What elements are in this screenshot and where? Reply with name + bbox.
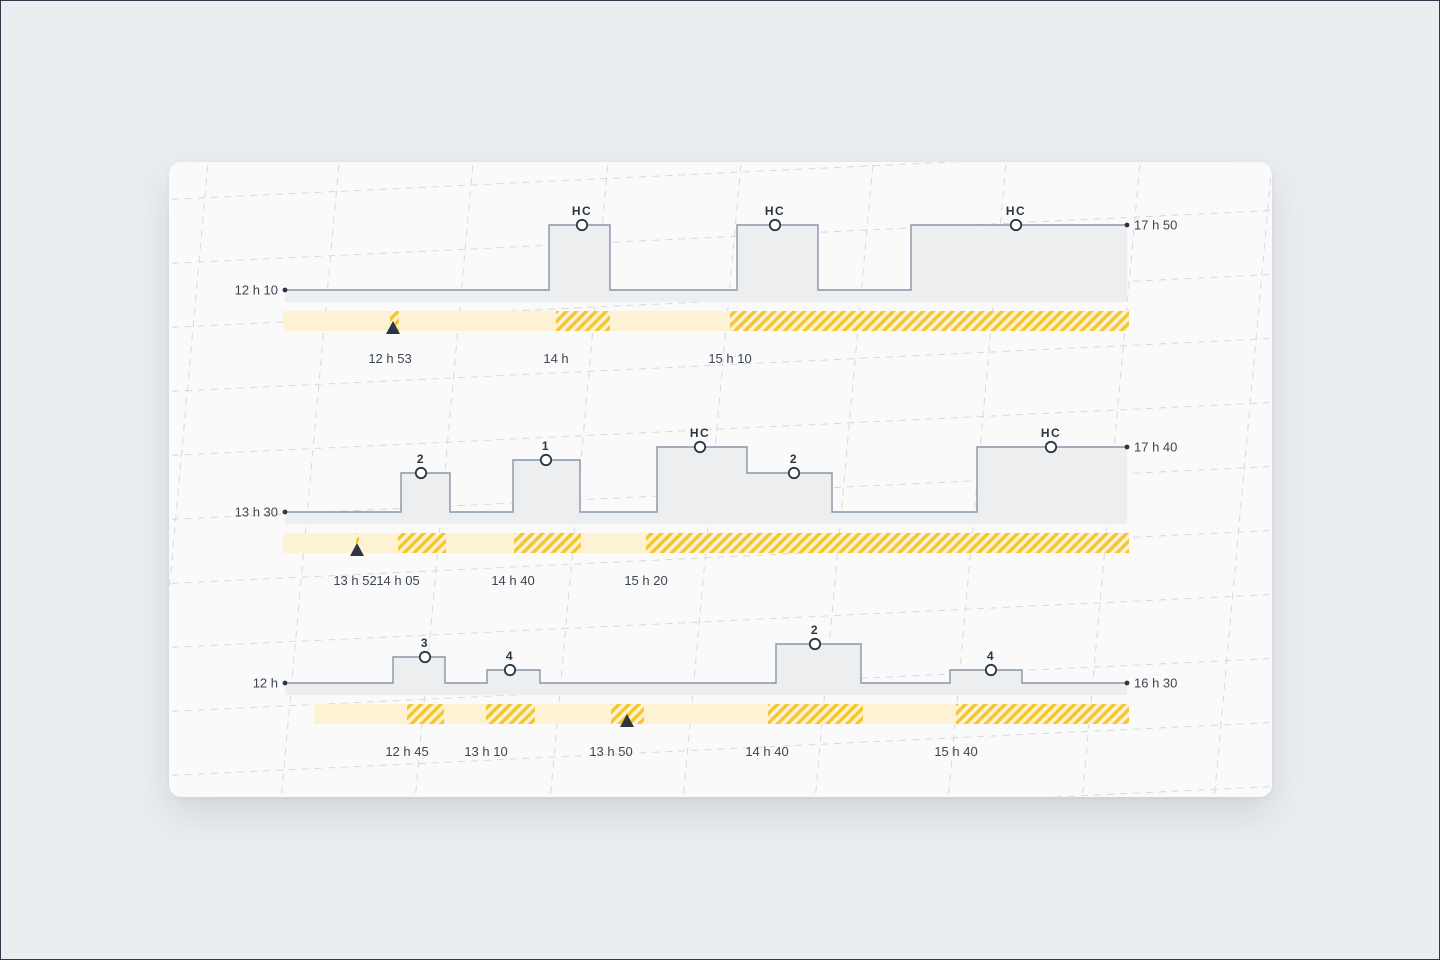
block-marker[interactable] bbox=[808, 637, 822, 651]
occupancy-step-line bbox=[285, 446, 1127, 513]
busy-segment[interactable] bbox=[390, 311, 399, 331]
busy-segment[interactable] bbox=[398, 533, 446, 553]
time-tick-label: 15 h 10 bbox=[708, 351, 751, 366]
time-tick-label: 14 h bbox=[543, 351, 568, 366]
grid-line-horizontal bbox=[1044, 786, 1272, 797]
busy-segment[interactable] bbox=[556, 311, 610, 331]
block-marker[interactable] bbox=[539, 453, 553, 467]
block-tag: 3 bbox=[421, 636, 429, 650]
block-tag: 2 bbox=[811, 623, 819, 637]
start-dot bbox=[282, 680, 288, 686]
block-marker[interactable] bbox=[414, 466, 428, 480]
end-dot bbox=[1124, 680, 1130, 686]
grid-line-horizontal bbox=[169, 722, 1272, 777]
block-marker[interactable] bbox=[1009, 218, 1023, 232]
occupancy-area bbox=[285, 225, 1127, 302]
timeline-card: 12 h 10 17 h 50 HC HC HC 12 h 53 14 h 15 h 10 13… bbox=[169, 162, 1272, 797]
start-dot bbox=[282, 509, 288, 515]
block-marker[interactable] bbox=[787, 466, 801, 480]
block-tag: 2 bbox=[790, 452, 798, 466]
grid-line-vertical bbox=[814, 162, 874, 797]
end-dot bbox=[1124, 444, 1130, 450]
grid-line-horizontal bbox=[169, 210, 1272, 265]
end-time-label: 17 h 50 bbox=[1134, 218, 1177, 233]
block-marker[interactable] bbox=[1044, 440, 1058, 454]
busy-segment[interactable] bbox=[768, 704, 863, 724]
time-tick-label: 15 h 40 bbox=[934, 744, 977, 759]
busy-segment[interactable] bbox=[486, 704, 535, 724]
block-marker[interactable] bbox=[575, 218, 589, 232]
block-tag: HC bbox=[690, 426, 710, 440]
grid-line-vertical bbox=[1213, 162, 1272, 797]
time-tick-label: 13 h 50 bbox=[589, 744, 632, 759]
busy-segment[interactable] bbox=[730, 311, 1129, 331]
busy-segment[interactable] bbox=[611, 704, 644, 724]
grid-line-horizontal bbox=[169, 338, 1272, 393]
block-marker[interactable] bbox=[693, 440, 707, 454]
start-dot bbox=[282, 287, 288, 293]
block-tag: HC bbox=[572, 204, 592, 218]
current-time-triangle-icon bbox=[620, 714, 634, 727]
start-time-label: 12 h bbox=[253, 676, 278, 691]
time-tick-label: 13 h 10 bbox=[464, 744, 507, 759]
time-tick-label: 15 h 20 bbox=[624, 573, 667, 588]
block-tag: HC bbox=[1006, 204, 1026, 218]
block-marker[interactable] bbox=[768, 218, 782, 232]
start-time-label: 12 h 10 bbox=[235, 283, 278, 298]
block-tag: 4 bbox=[987, 649, 995, 663]
block-marker[interactable] bbox=[418, 650, 432, 664]
occupancy-area bbox=[285, 447, 1127, 524]
block-marker[interactable] bbox=[984, 663, 998, 677]
time-tick-label: 12 h 45 bbox=[385, 744, 428, 759]
busy-segment[interactable] bbox=[956, 704, 1129, 724]
occupancy-step-line bbox=[285, 643, 1127, 684]
grid-line-vertical bbox=[280, 162, 340, 797]
block-tag: 1 bbox=[542, 439, 550, 453]
grid-line-horizontal bbox=[169, 402, 1272, 457]
start-time-label: 13 h 30 bbox=[235, 505, 278, 520]
timeline-row-2: 13 h 30 17 h 40 2 1 HC 2 HC 13 h 52 14 h 05 14 h … bbox=[235, 426, 1178, 588]
block-marker[interactable] bbox=[503, 663, 517, 677]
time-tick-label: 14 h 40 bbox=[491, 573, 534, 588]
time-tick-label: 14 h 40 bbox=[745, 744, 788, 759]
busy-segment[interactable] bbox=[646, 533, 1129, 553]
end-time-label: 16 h 30 bbox=[1134, 676, 1177, 691]
end-dot bbox=[1124, 222, 1130, 228]
grid-line-horizontal bbox=[169, 162, 962, 201]
block-tag: 4 bbox=[506, 649, 514, 663]
occupancy-area bbox=[285, 644, 1127, 695]
busy-segment[interactable] bbox=[407, 704, 444, 724]
block-tag: 2 bbox=[417, 452, 425, 466]
occupancy-step-line bbox=[285, 224, 1127, 291]
block-tag: HC bbox=[765, 204, 785, 218]
timeline-row-3: 12 h 16 h 30 3 4 2 4 12 h 45 13 h 10 13 h 50 14 h… bbox=[253, 623, 1178, 759]
busy-segment[interactable] bbox=[356, 533, 359, 553]
busy-segment[interactable] bbox=[514, 533, 581, 553]
time-tick-label: 14 h 05 bbox=[376, 573, 419, 588]
block-tag: HC bbox=[1041, 426, 1061, 440]
timeline-row-1: 12 h 10 17 h 50 HC HC HC 12 h 53 14 h 15 h 10 bbox=[235, 204, 1178, 366]
grid-line-vertical bbox=[169, 162, 209, 598]
grid-line-horizontal bbox=[169, 594, 1272, 649]
time-tick-label: 13 h 52 bbox=[333, 573, 376, 588]
current-time-triangle-icon bbox=[386, 321, 400, 334]
end-time-label: 17 h 40 bbox=[1134, 440, 1177, 455]
current-time-triangle-icon bbox=[350, 543, 364, 556]
time-tick-label: 12 h 53 bbox=[368, 351, 411, 366]
